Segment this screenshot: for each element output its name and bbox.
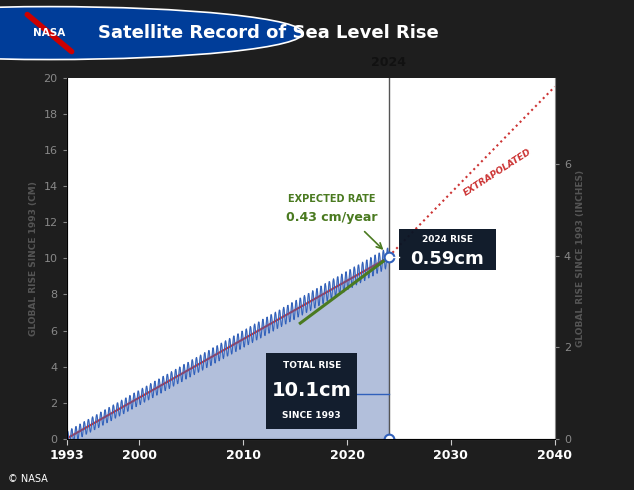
Text: 0.59cm: 0.59cm xyxy=(410,250,484,269)
Text: SINCE 1993: SINCE 1993 xyxy=(282,411,341,419)
Circle shape xyxy=(0,6,303,60)
Text: EXTRAPOLATED: EXTRAPOLATED xyxy=(462,147,533,197)
Text: TOTAL RISE: TOTAL RISE xyxy=(283,361,341,370)
Text: 10.1cm: 10.1cm xyxy=(272,381,352,400)
Y-axis label: GLOBAL RISE SINCE 1993 (CM): GLOBAL RISE SINCE 1993 (CM) xyxy=(29,181,38,336)
Text: 0.43 cm/year: 0.43 cm/year xyxy=(286,211,377,224)
Text: Satellite Record of Sea Level Rise: Satellite Record of Sea Level Rise xyxy=(98,24,439,42)
Text: © NASA: © NASA xyxy=(8,474,48,484)
Text: EXPECTED RATE: EXPECTED RATE xyxy=(288,195,375,204)
Y-axis label: GLOBAL RISE SINCE 1993 (INCHES): GLOBAL RISE SINCE 1993 (INCHES) xyxy=(576,170,585,347)
Text: 2024 RISE: 2024 RISE xyxy=(422,235,473,244)
FancyBboxPatch shape xyxy=(399,229,496,270)
Text: NASA: NASA xyxy=(34,28,65,38)
Text: 2024: 2024 xyxy=(371,56,406,70)
FancyBboxPatch shape xyxy=(266,353,358,429)
